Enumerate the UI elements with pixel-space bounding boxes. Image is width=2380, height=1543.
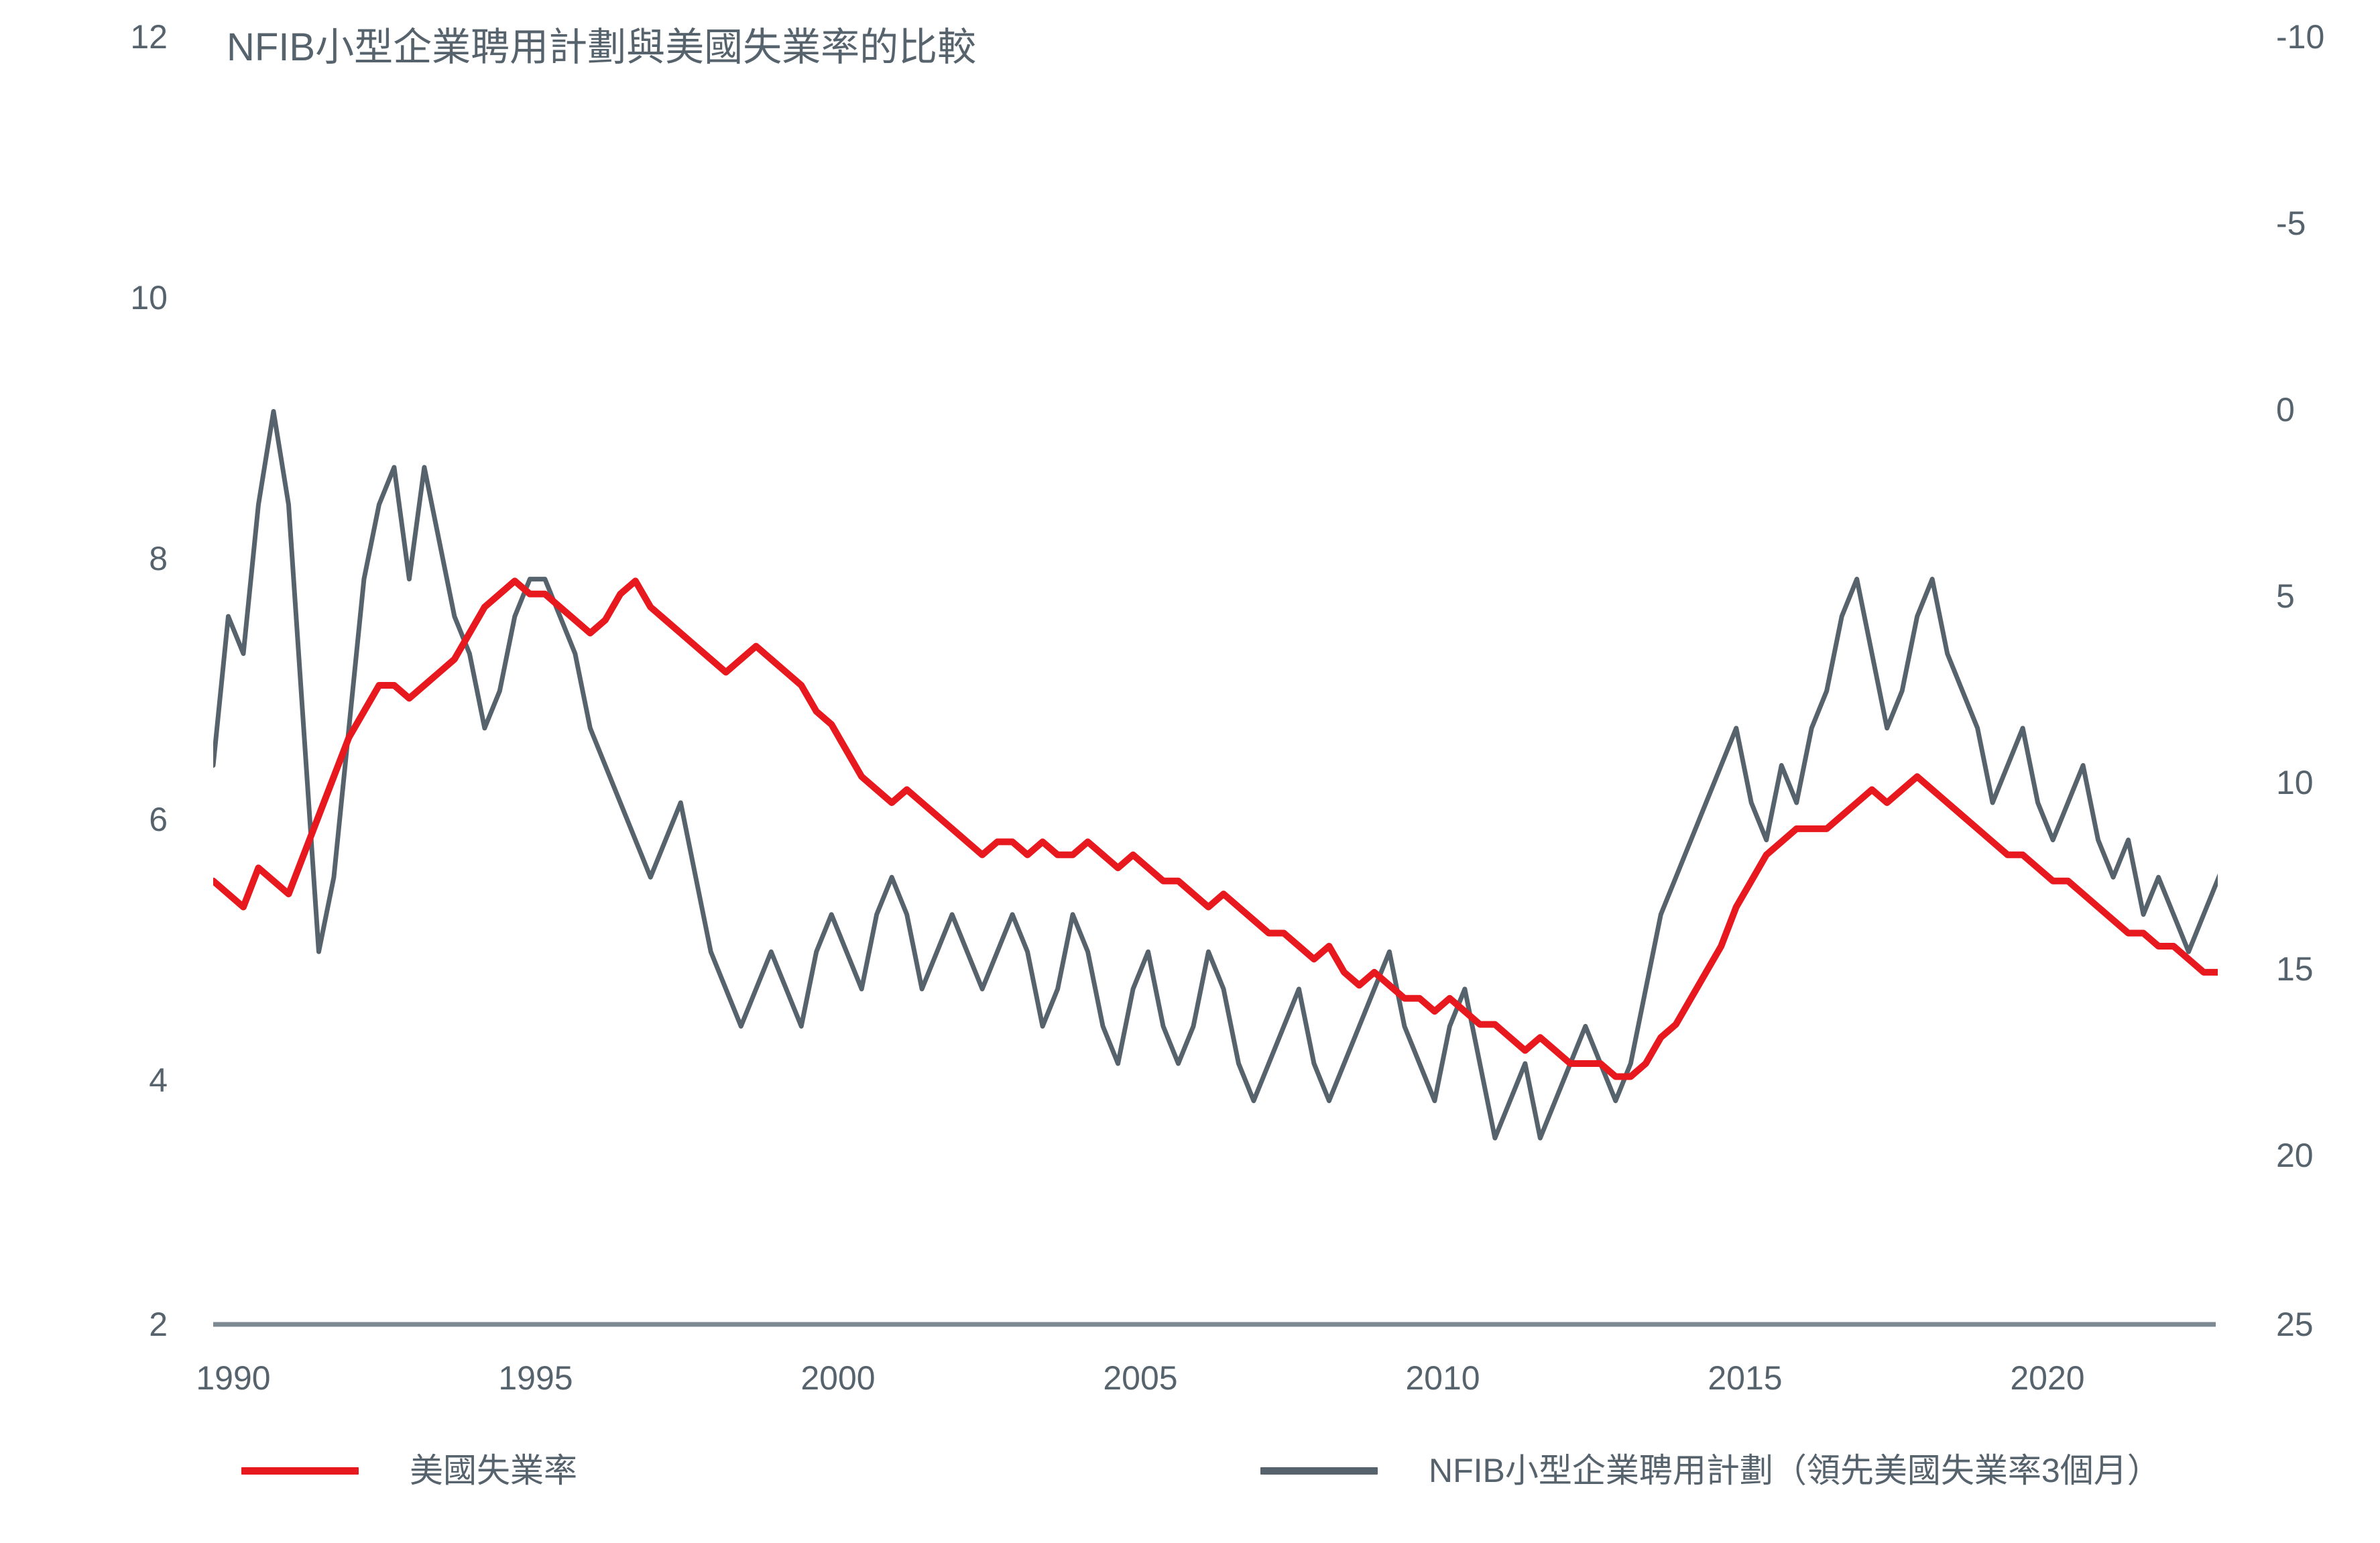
x-axis-tick-2000: 2000 — [800, 1359, 876, 1397]
y-axis-right-tick-neg10: -10 — [2276, 18, 2325, 56]
y-axis-left-tick-2: 2 — [149, 1306, 168, 1343]
y-axis-right-tick-5: 5 — [2276, 577, 2295, 615]
x-axis-tick-2010: 2010 — [1405, 1359, 1480, 1397]
x-axis-tick-2005: 2005 — [1103, 1359, 1178, 1397]
y-axis-right-tick-0: 0 — [2276, 391, 2295, 428]
y-axis-right-tick-20: 20 — [2276, 1137, 2314, 1174]
y-axis-right-tick-neg5: -5 — [2276, 205, 2306, 242]
y-axis-left-tick-8: 8 — [149, 540, 168, 577]
y-axis-right-tick-25: 25 — [2276, 1306, 2314, 1343]
x-axis-tick-1995: 1995 — [498, 1359, 573, 1397]
series-line-nfib — [213, 409, 2218, 1141]
legend-item-nfib[interactable]: NFIB小型企業聘用計劃（領先美國失業率3個月） — [1260, 1451, 2161, 1490]
y-axis-left-tick-10: 10 — [130, 279, 168, 317]
series-line-unemployment — [213, 577, 2218, 1080]
legend-swatch-nfib-icon — [1260, 1467, 1378, 1475]
legend-label-nfib: NFIB小型企業聘用計劃（領先美國失業率3個月） — [1429, 1452, 2161, 1489]
page-title: NFIB小型企業聘用計劃與美國失業率的比較 — [227, 25, 977, 69]
y-axis-left-tick-4: 4 — [149, 1062, 168, 1099]
chart-legend: 美國失業率 NFIB小型企業聘用計劃（領先美國失業率3個月） — [0, 1440, 2380, 1521]
y-axis-right-tick-15: 15 — [2276, 950, 2314, 988]
legend-label-unemployment: 美國失業率 — [410, 1452, 577, 1489]
x-axis-tick-2020: 2020 — [2010, 1359, 2085, 1397]
y-axis-right-tick-10: 10 — [2276, 764, 2314, 801]
x-axis-tick-1990: 1990 — [196, 1359, 271, 1397]
x-axis-tick-2015: 2015 — [1708, 1359, 1783, 1397]
legend-swatch-unemployment-icon — [241, 1467, 359, 1475]
y-axis-left-tick-6: 6 — [149, 801, 168, 838]
y-axis-left-tick-12: 12 — [130, 18, 168, 56]
legend-item-unemployment[interactable]: 美國失業率 — [241, 1451, 577, 1490]
